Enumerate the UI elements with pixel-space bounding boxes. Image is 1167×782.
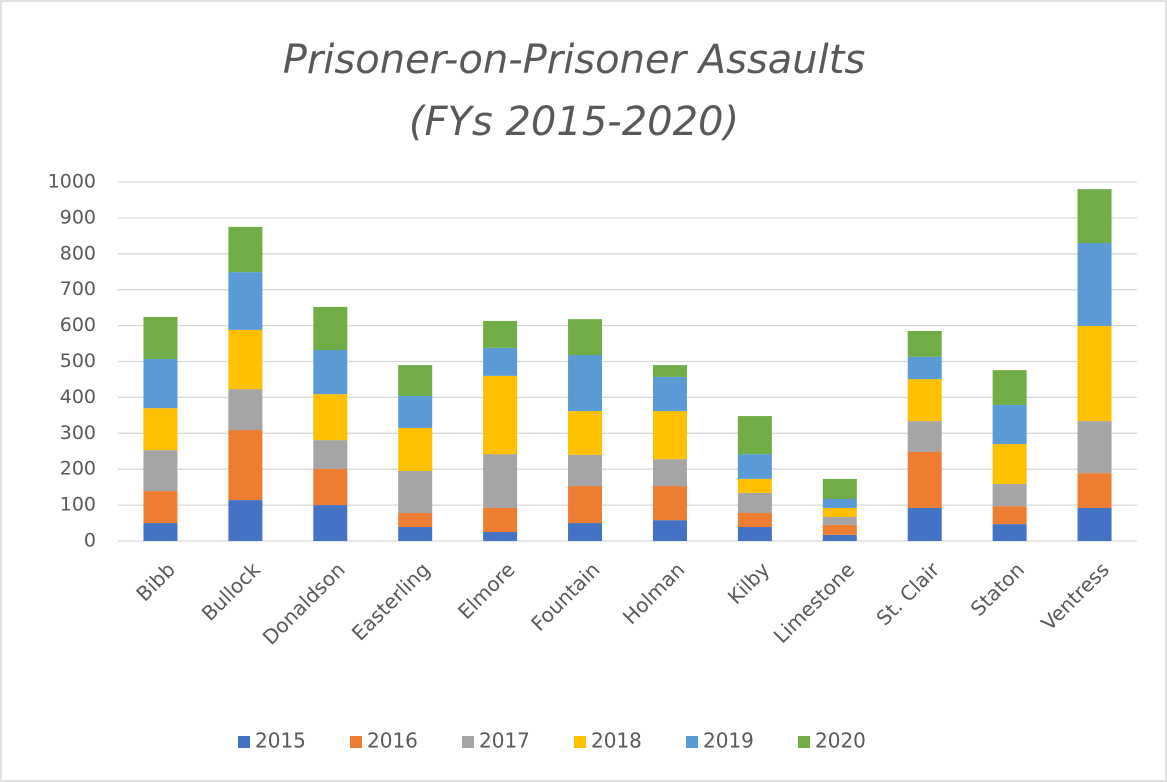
bar-segment <box>483 507 518 533</box>
bar-segment <box>1077 421 1112 474</box>
bar-segment <box>483 532 518 541</box>
bar-segment <box>992 483 1027 507</box>
bar-segment <box>228 389 263 431</box>
bar-segment <box>313 440 348 469</box>
bar-segment <box>143 450 178 492</box>
bar-segment <box>737 478 772 493</box>
bar-segment <box>822 507 857 517</box>
legend-swatch <box>350 736 362 748</box>
bar-segment <box>907 507 942 541</box>
bar-segment <box>398 365 433 396</box>
bar-segment <box>228 272 263 330</box>
bar-segment <box>228 226 263 273</box>
bar-segment <box>143 358 178 409</box>
bar-segment <box>228 430 263 501</box>
chart-title: (FYs 2015-2020) <box>409 99 739 145</box>
bar-segment <box>822 534 857 541</box>
bar-segment <box>313 505 348 541</box>
bar-segment <box>992 506 1027 525</box>
bar-segment <box>652 520 687 541</box>
bar-segment <box>737 416 772 455</box>
y-tick-label: 300 <box>60 422 96 444</box>
y-tick-label: 700 <box>60 278 96 300</box>
legend-label: 2016 <box>367 729 418 753</box>
bar-segment <box>143 491 178 524</box>
bar-segment <box>313 394 348 441</box>
bar-segment <box>398 427 433 471</box>
bar-segment <box>652 459 687 487</box>
y-tick-label: 900 <box>60 206 96 228</box>
bar-segment <box>568 355 603 412</box>
bar-segment <box>483 375 518 455</box>
bar-segment <box>737 512 772 527</box>
bar-segment <box>313 306 348 351</box>
legend-label: 2017 <box>479 729 530 753</box>
bar-segment <box>568 486 603 524</box>
bar-segment <box>822 524 857 535</box>
bar-segment <box>228 329 263 390</box>
bar-segment <box>1077 507 1112 541</box>
bar-segment <box>652 486 687 521</box>
legend-swatch <box>686 736 698 748</box>
legend-swatch <box>462 736 474 748</box>
bar-segment <box>907 451 942 508</box>
bar-segment <box>143 523 178 541</box>
bar-segment <box>992 370 1027 405</box>
bar-segment <box>568 523 603 541</box>
y-tick-label: 400 <box>60 386 96 408</box>
legend-swatch <box>798 736 810 748</box>
chart-title: Prisoner-on-Prisoner Assaults <box>283 37 866 83</box>
legend-swatch <box>574 736 586 748</box>
bar-segment <box>737 454 772 479</box>
bar-segment <box>992 404 1027 445</box>
y-tick-label: 200 <box>60 458 96 480</box>
bar-segment <box>992 444 1027 484</box>
legend-label: 2018 <box>591 729 642 753</box>
legend-label: 2019 <box>703 729 754 753</box>
bar-segment <box>907 330 942 357</box>
bar-segment <box>652 411 687 460</box>
bar-segment <box>1077 243 1112 326</box>
bar-segment <box>398 470 433 513</box>
bar-segment <box>652 376 687 412</box>
bar-segment <box>568 454 603 487</box>
bar-segment <box>1077 325 1112 422</box>
bar-segment <box>737 492 772 513</box>
legend-label: 2020 <box>815 729 866 753</box>
bar-segment <box>228 500 263 541</box>
bar-segment <box>822 478 857 499</box>
y-tick-label: 500 <box>60 350 96 372</box>
bar-segment <box>398 526 433 541</box>
bar-segment <box>907 421 942 452</box>
bar-segment <box>822 498 857 508</box>
bar-segment <box>568 411 603 455</box>
bar-segment <box>483 320 518 348</box>
legend-swatch <box>238 736 250 748</box>
bar-segment <box>737 526 772 541</box>
bar-segment <box>568 319 603 356</box>
y-tick-label: 600 <box>60 314 96 336</box>
bar-segment <box>822 516 857 525</box>
y-tick-label: 1000 <box>48 171 96 193</box>
bar-segment <box>1077 189 1112 244</box>
legend-label: 2015 <box>255 729 306 753</box>
bar-segment <box>398 512 433 527</box>
bar-segment <box>398 395 433 428</box>
bar-segment <box>313 468 348 506</box>
bar-segment <box>313 350 348 395</box>
bar-segment <box>483 347 518 376</box>
y-tick-label: 800 <box>60 242 96 264</box>
bar-segment <box>652 365 687 377</box>
bar-segment <box>907 379 942 422</box>
y-tick-label: 0 <box>84 530 96 552</box>
bar-segment <box>1077 473 1112 508</box>
bar-segment <box>907 356 942 380</box>
bar-segment <box>143 408 178 451</box>
bar-segment <box>483 454 518 508</box>
bar-segment <box>143 316 178 359</box>
y-tick-label: 100 <box>60 494 96 516</box>
bar-segment <box>992 524 1027 541</box>
